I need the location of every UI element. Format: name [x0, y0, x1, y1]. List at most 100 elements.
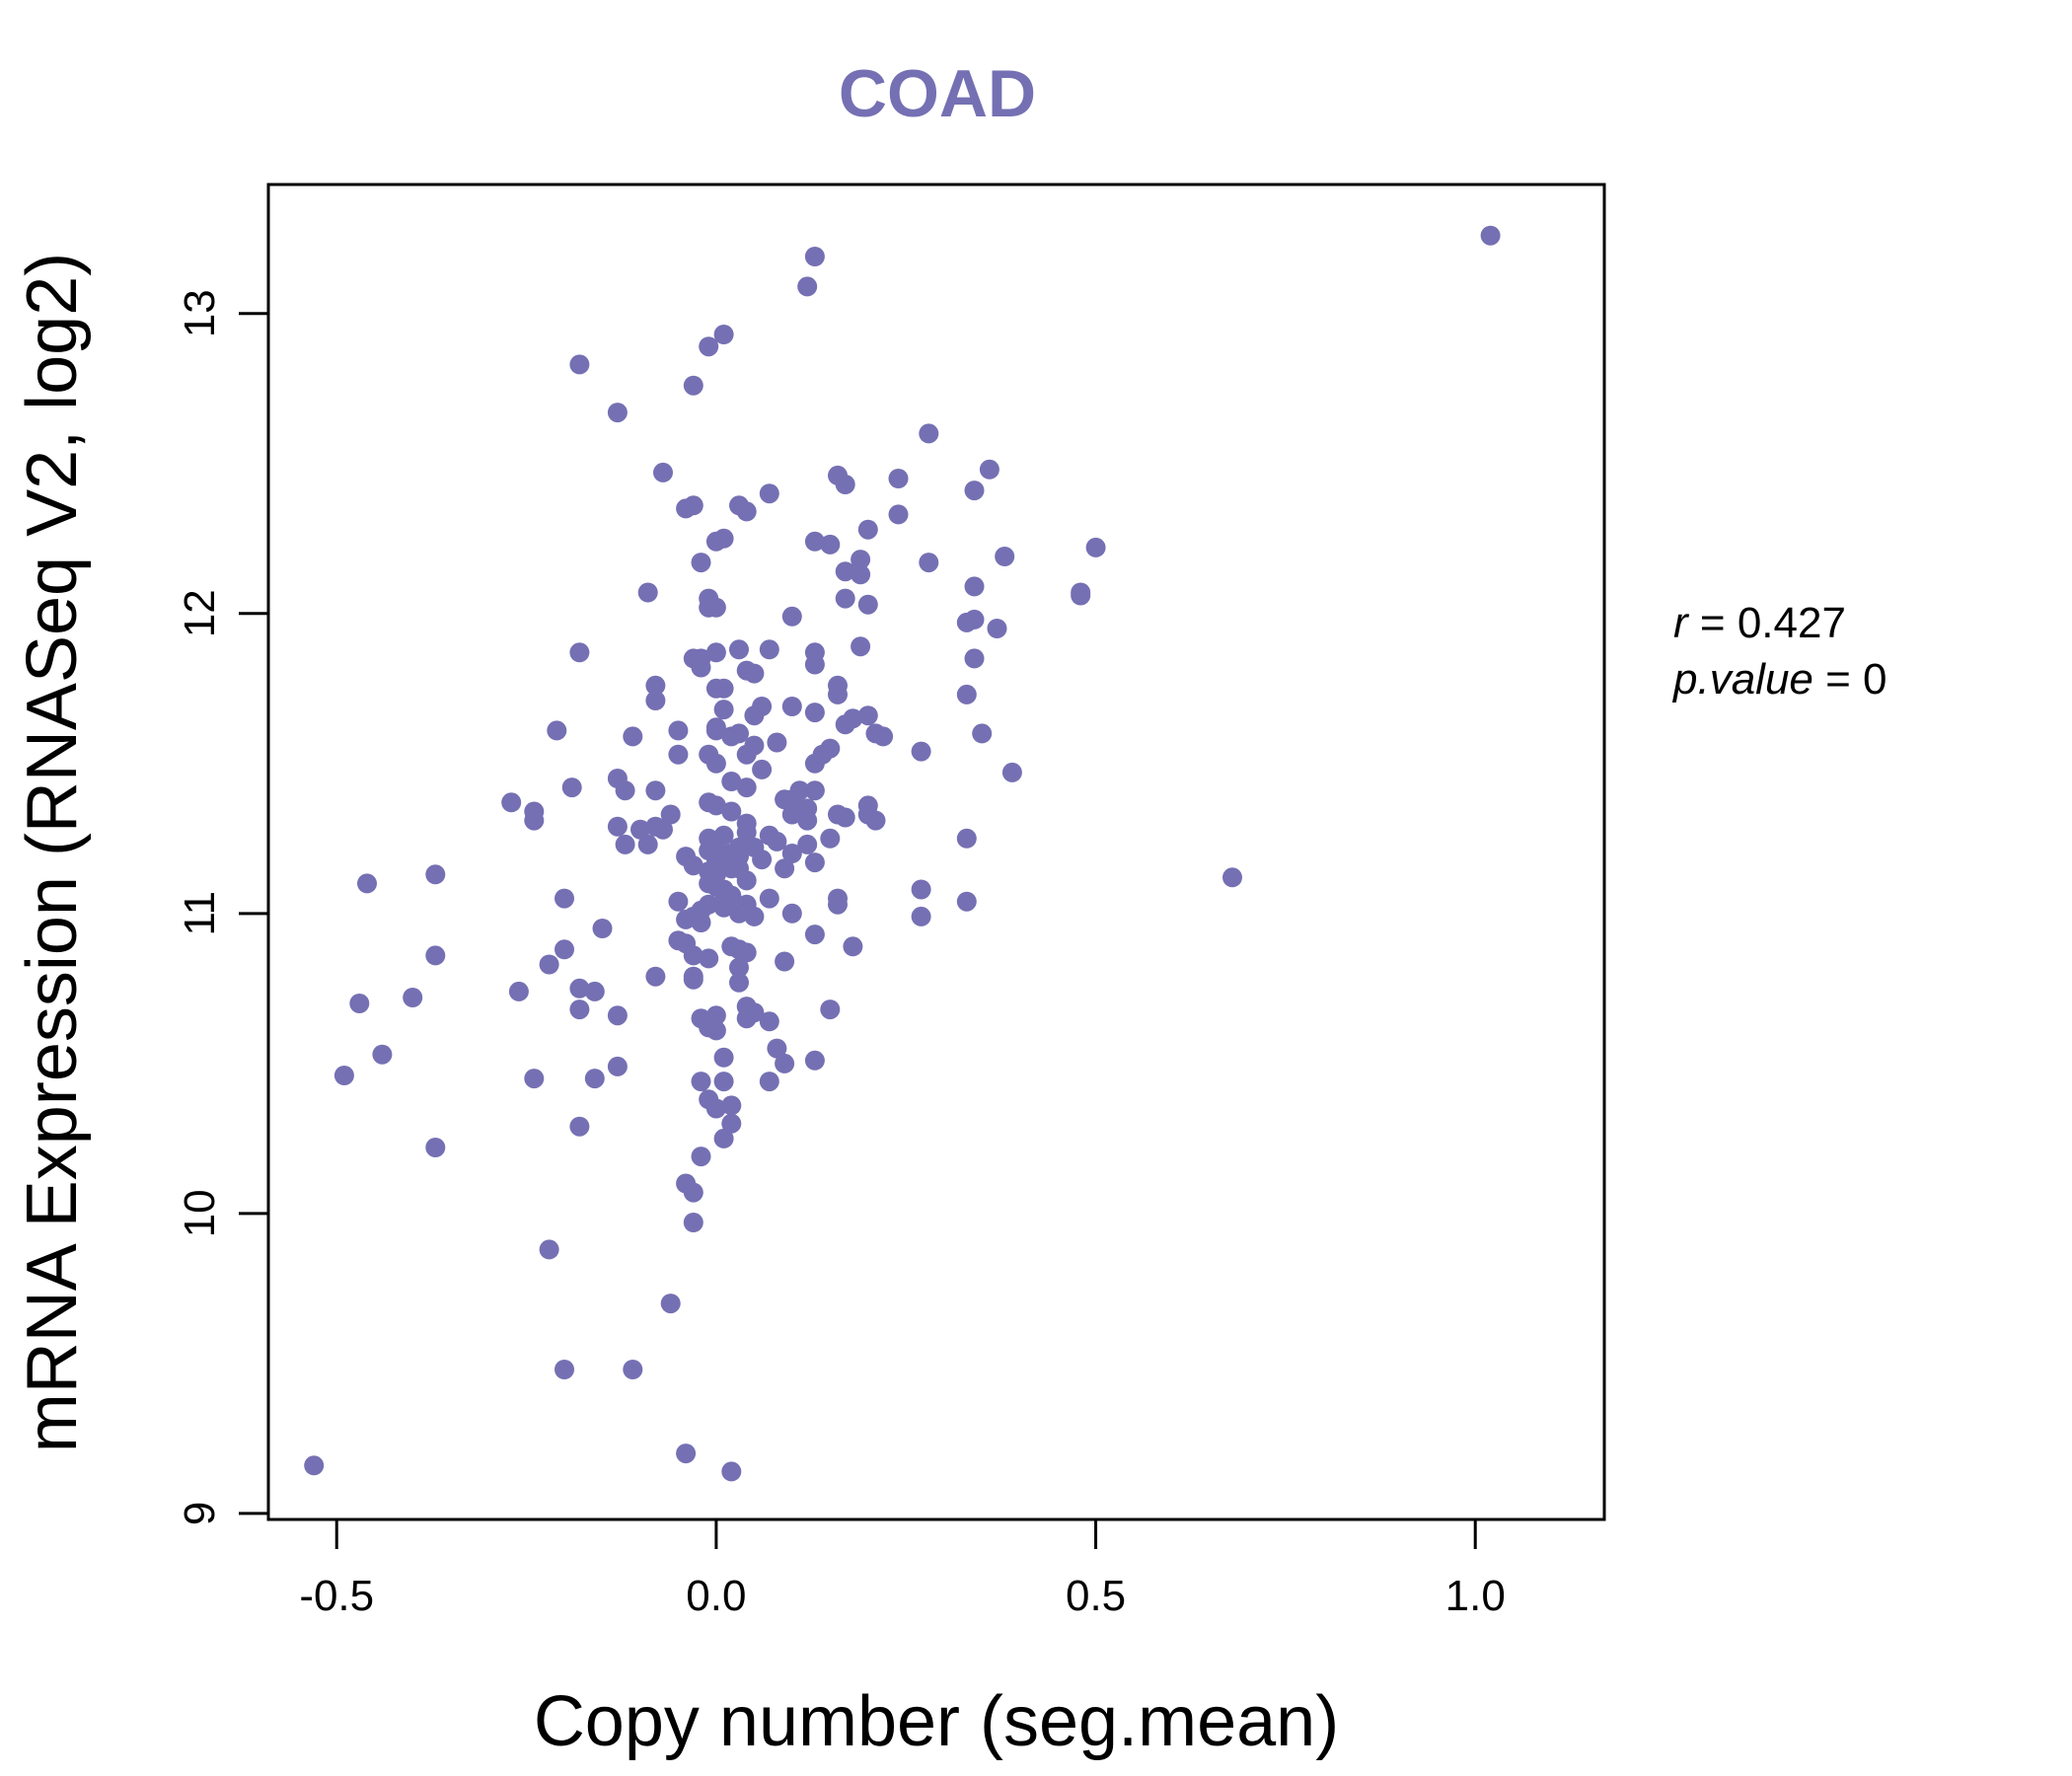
data-point — [865, 810, 886, 831]
data-point — [797, 834, 818, 854]
data-point — [713, 1047, 734, 1068]
data-point — [705, 720, 726, 741]
data-point — [956, 684, 977, 704]
data-point — [759, 639, 779, 660]
data-point — [781, 844, 802, 863]
y-tick-label: 13 — [176, 289, 224, 337]
data-point — [781, 789, 802, 810]
data-point — [804, 247, 825, 266]
data-point — [607, 1056, 628, 1076]
data-point — [676, 909, 697, 929]
x-tick-label: -0.5 — [299, 1572, 374, 1620]
data-point — [569, 354, 590, 375]
data-point — [851, 564, 871, 585]
data-point — [888, 469, 909, 488]
data-point — [828, 684, 848, 704]
data-point — [979, 459, 999, 480]
data-point — [767, 831, 787, 851]
data-point — [775, 858, 795, 879]
data-point — [425, 1138, 446, 1157]
data-point — [767, 732, 787, 753]
data-point — [781, 606, 802, 627]
data-point — [752, 850, 773, 870]
data-point — [1001, 762, 1022, 782]
data-point — [744, 663, 765, 684]
data-point — [835, 588, 855, 609]
x-axis-label: Copy number (seg.mean) — [534, 1682, 1339, 1761]
data-point — [705, 642, 726, 663]
data-point — [623, 1360, 643, 1379]
data-point — [781, 804, 802, 825]
data-point — [736, 870, 757, 891]
data-point — [372, 1044, 393, 1065]
data-point — [995, 547, 1015, 566]
data-point — [713, 325, 734, 344]
x-tick-label: 0.0 — [686, 1572, 746, 1620]
data-point — [729, 639, 749, 660]
data-point — [691, 1072, 711, 1092]
data-point — [569, 1116, 590, 1137]
data-point — [775, 1053, 795, 1073]
data-point — [555, 939, 574, 960]
data-point — [956, 891, 977, 912]
data-point — [645, 780, 666, 801]
x-tick-label: 1.0 — [1445, 1572, 1506, 1620]
data-point — [781, 903, 802, 924]
data-point — [623, 726, 643, 747]
chart-title: COAD — [839, 56, 1036, 131]
data-point — [804, 753, 825, 774]
data-point — [501, 792, 522, 813]
data-point — [425, 864, 446, 885]
x-axis: -0.5 0.0 0.5 1.0 — [299, 1517, 1506, 1620]
data-point — [425, 945, 446, 966]
data-point — [736, 777, 757, 798]
data-point — [569, 642, 590, 663]
data-point — [736, 501, 757, 522]
data-point — [713, 1072, 734, 1092]
data-point — [744, 906, 765, 926]
data-point — [615, 780, 635, 801]
r-stat: r = 0.427 — [1673, 599, 1846, 647]
data-point — [911, 741, 931, 762]
data-point — [705, 795, 726, 816]
data-point — [713, 1128, 734, 1148]
data-point — [713, 897, 734, 918]
data-point — [653, 819, 673, 840]
data-point — [561, 777, 582, 798]
correlation-stats: r = 0.427 p.value = 0 — [1671, 599, 1887, 703]
data-point — [569, 999, 590, 1020]
data-point — [1222, 867, 1242, 888]
data-point — [987, 619, 1007, 638]
data-point — [835, 561, 855, 582]
y-axis-label: mRNA Expression (RNASeq V2, log2) — [13, 253, 92, 1452]
data-point — [911, 879, 931, 900]
data-point — [873, 726, 894, 747]
data-point — [851, 550, 871, 570]
data-point — [555, 888, 574, 909]
data-point — [607, 816, 628, 837]
data-point — [1071, 585, 1091, 606]
data-point — [592, 919, 613, 938]
p-stat: p.value = 0 — [1671, 655, 1887, 703]
data-point — [857, 594, 878, 615]
data-point — [705, 1020, 726, 1041]
data-point — [524, 1069, 545, 1089]
data-point — [919, 423, 939, 444]
data-point — [744, 705, 765, 726]
data-point — [699, 948, 719, 969]
data-point — [683, 375, 703, 396]
data-point — [705, 531, 726, 552]
data-point — [683, 1182, 703, 1203]
data-point — [508, 981, 529, 1001]
data-point — [843, 936, 863, 957]
data-point — [683, 1213, 703, 1232]
data-point — [637, 582, 658, 603]
data-point — [736, 744, 757, 765]
data-point — [767, 1038, 787, 1059]
data-point — [729, 972, 749, 993]
data-point — [919, 553, 939, 573]
data-point — [736, 942, 757, 963]
r-value: 0.427 — [1738, 599, 1846, 647]
data-point — [357, 873, 377, 894]
data-point — [691, 657, 711, 678]
